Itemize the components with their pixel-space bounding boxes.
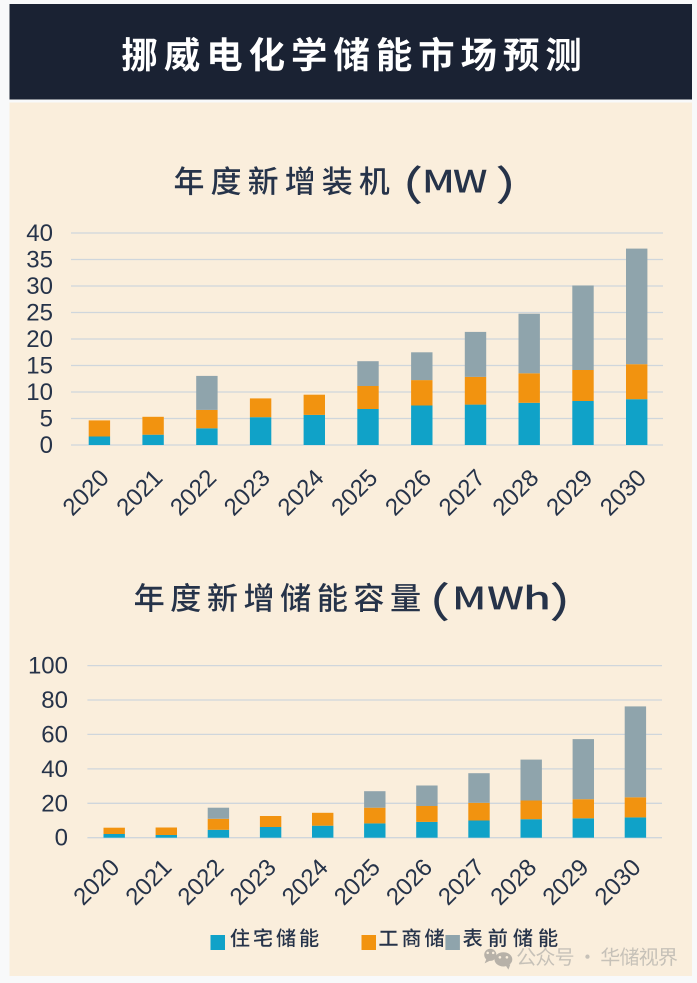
- svg-text:15: 15: [26, 353, 53, 380]
- svg-text:5: 5: [40, 406, 53, 433]
- svg-text:0: 0: [55, 825, 68, 852]
- svg-text:0: 0: [40, 432, 53, 459]
- svg-text:10: 10: [26, 379, 53, 406]
- svg-text:35: 35: [26, 247, 53, 274]
- svg-text:100: 100: [28, 653, 68, 680]
- svg-text:20: 20: [26, 326, 53, 353]
- svg-text:30: 30: [26, 273, 53, 300]
- svg-text:40: 40: [41, 756, 68, 783]
- svg-text:60: 60: [41, 721, 68, 748]
- svg-text:20: 20: [41, 790, 68, 817]
- svg-text:25: 25: [26, 300, 53, 327]
- svg-text:40: 40: [26, 220, 53, 247]
- svg-text:80: 80: [41, 687, 68, 714]
